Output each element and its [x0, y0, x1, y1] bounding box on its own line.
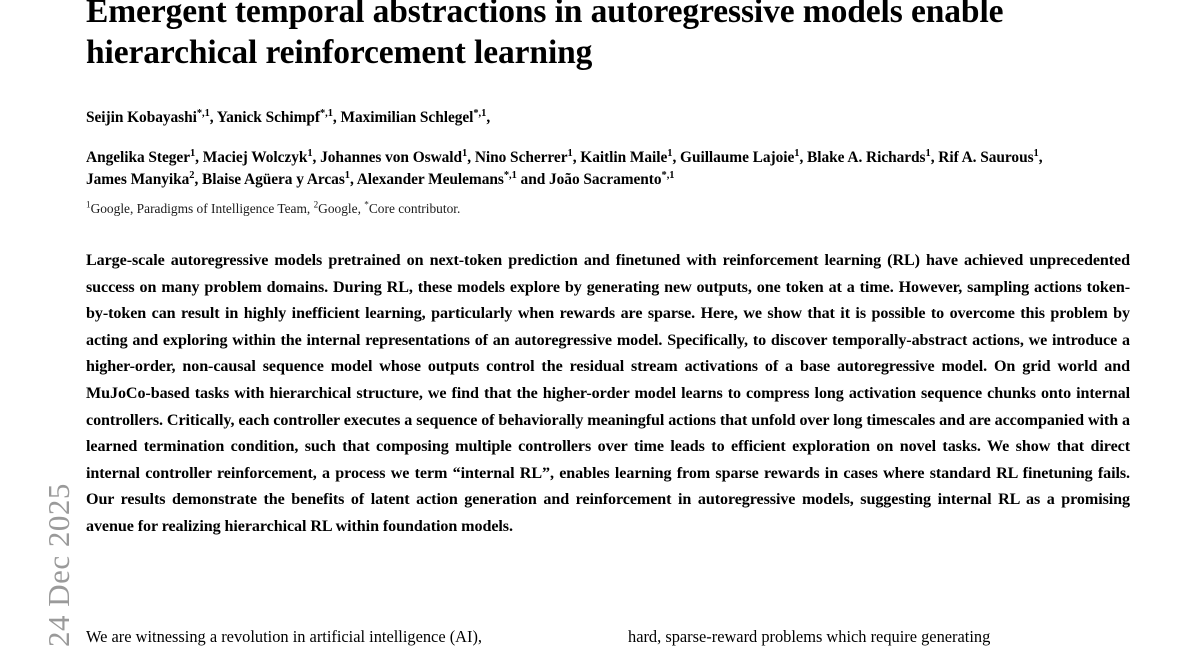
arxiv-margin-stamp: G] 24 Dec 2025	[0, 0, 78, 648]
arxiv-stamp-text: G] 24 Dec 2025	[41, 483, 76, 648]
author-list-secondary: Angelika Steger1, Maciej Wolczyk1, Johan…	[86, 147, 1043, 188]
paper-page: Emergent temporal abstractions in autore…	[86, 0, 1130, 648]
affiliations-note: 1Google, Paradigms of Intelligence Team,…	[86, 199, 461, 216]
abstract-text: Large-scale autoregressive models pretra…	[86, 252, 1130, 535]
body-column-right-first-line: hard, sparse-reward problems which requi…	[628, 627, 991, 646]
body-column-left-first-line: We are witnessing a revolution in artifi…	[86, 627, 483, 646]
author-list-primary: Seijin Kobayashi*,1, Yanick Schimpf*,1, …	[86, 107, 491, 126]
body-two-column-start: We are witnessing a revolution in artifi…	[86, 625, 1130, 648]
page-title: Emergent temporal abstractions in autore…	[86, 0, 1004, 71]
